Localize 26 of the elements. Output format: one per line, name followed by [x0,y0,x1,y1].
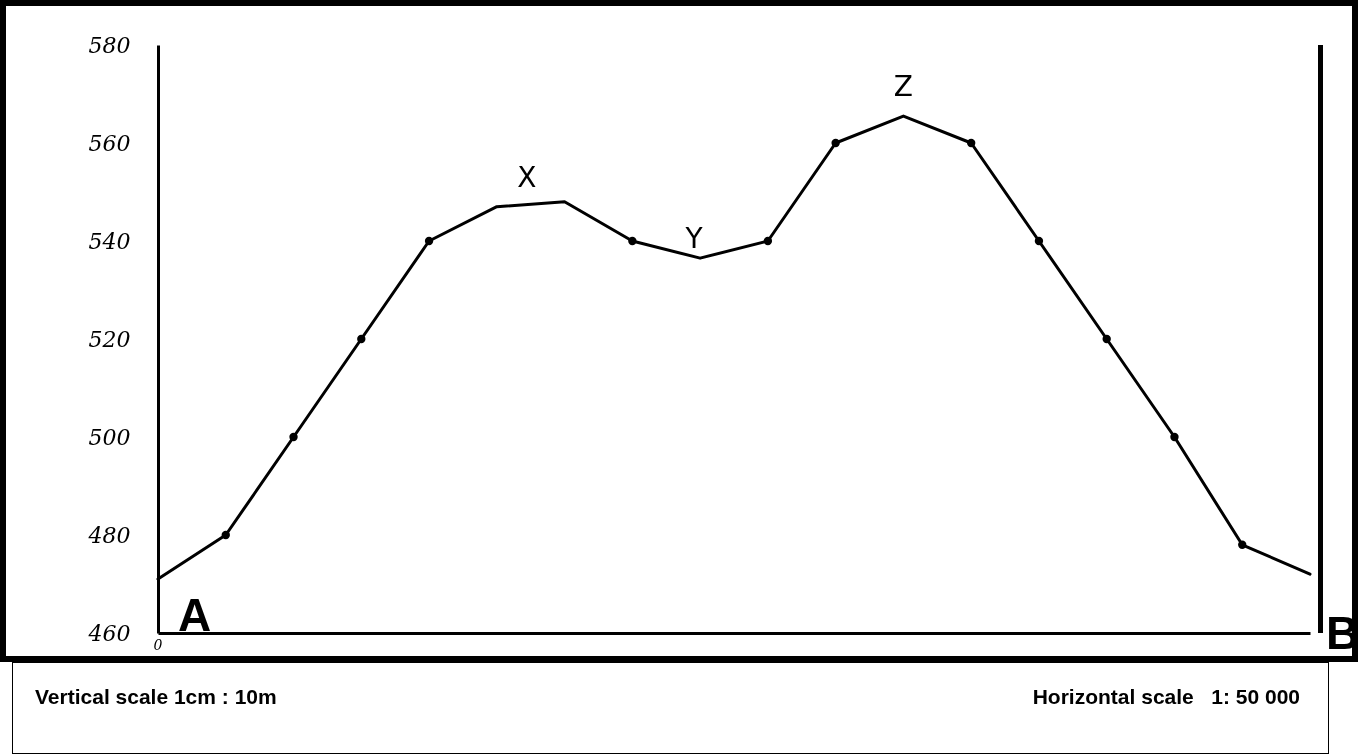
point [424,236,434,246]
point [1102,334,1111,344]
point [1170,432,1179,442]
point [1238,540,1247,549]
text: Horizontal scale 1: 50 000 [1032,685,1300,709]
y-tick-label: 500 [88,424,131,450]
point [763,236,773,246]
y-tick-label: 580 [88,32,131,58]
y-tick-label: 520 [88,326,131,352]
y-tick-label: 560 [88,130,131,156]
annotation: Z [893,70,914,104]
y-tick-label: 480 [87,522,131,548]
point [289,432,298,442]
annotation: A [178,589,212,641]
text: 0 [153,637,163,653]
text: Vertical scale 1cm : 10m [35,685,277,709]
point [1034,236,1044,246]
point [357,334,366,344]
point [221,530,230,540]
point [831,138,840,148]
point [966,138,976,148]
point [628,236,637,246]
y-tick-label: 460 [87,620,131,646]
y-tick-label: 540 [88,228,131,254]
annotation: Y [684,222,704,256]
annotation: X [517,160,537,194]
